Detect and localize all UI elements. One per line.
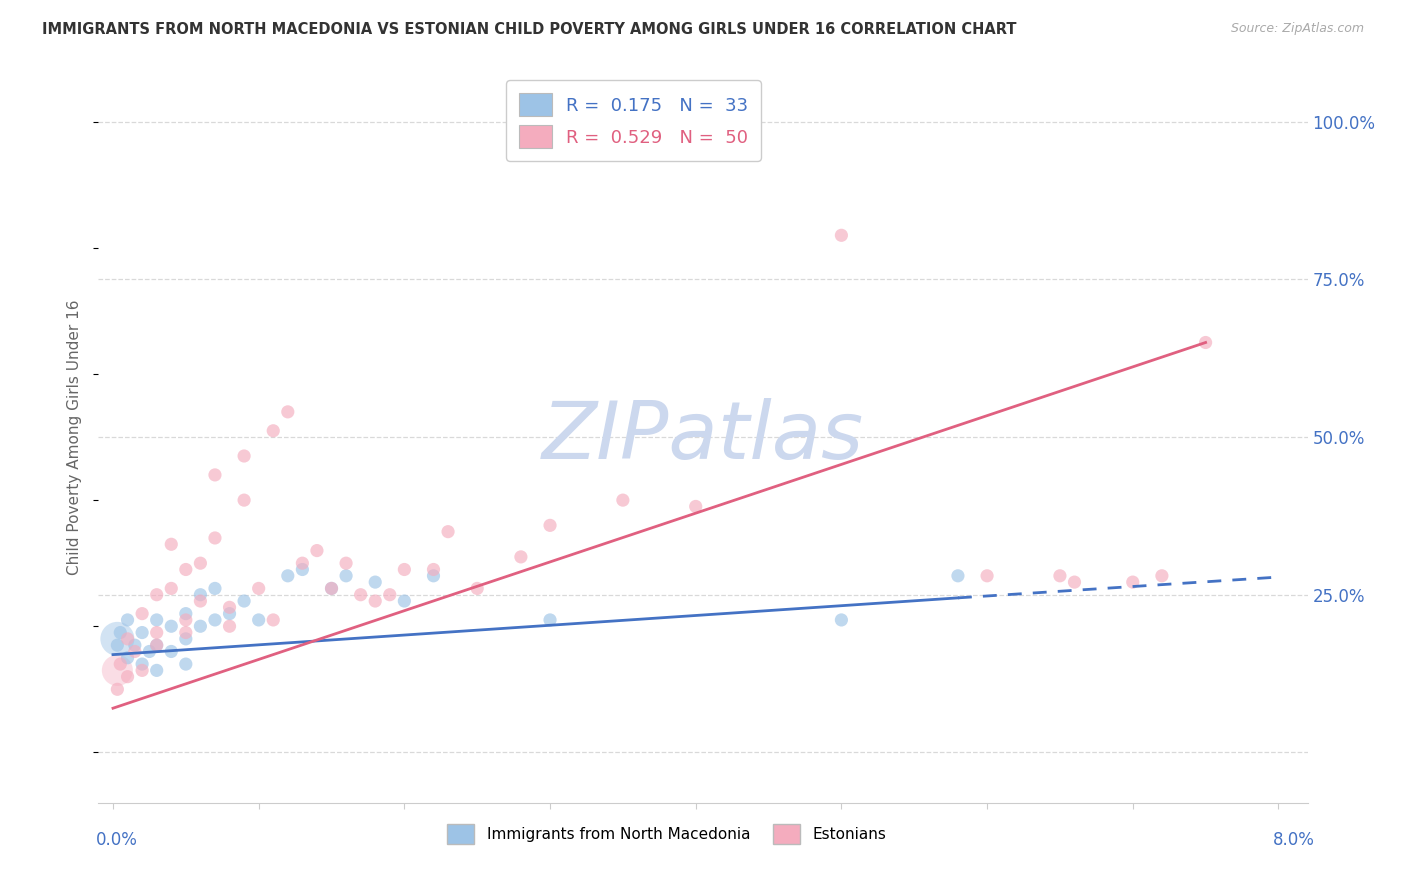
Point [218,607,240,621]
Point [277,569,299,583]
Point [190,619,212,633]
Point [394,562,416,576]
Point [262,424,284,438]
Point [233,594,256,608]
Point [190,556,212,570]
Point [131,625,153,640]
Text: Source: ZipAtlas.com: Source: ZipAtlas.com [1230,22,1364,36]
Point [145,638,167,652]
Legend: Immigrants from North Macedonia, Estonians: Immigrants from North Macedonia, Estonia… [440,818,893,850]
Point [335,569,357,583]
Point [1150,569,1173,583]
Point [233,493,256,508]
Point [685,500,707,514]
Point [1122,575,1144,590]
Point [233,449,256,463]
Point [105,638,128,652]
Point [437,524,460,539]
Point [145,613,167,627]
Point [117,670,139,684]
Point [538,613,561,627]
Point [218,619,240,633]
Point [160,644,183,658]
Point [145,638,167,652]
Point [350,588,373,602]
Point [394,594,416,608]
Point [174,632,197,646]
Point [364,575,387,590]
Point [218,600,240,615]
Point [305,543,328,558]
Point [204,582,226,596]
Point [465,582,488,596]
Point [131,607,153,621]
Text: 0.0%: 0.0% [96,831,138,849]
Point [117,650,139,665]
Point [321,582,343,596]
Point [145,664,167,678]
Y-axis label: Child Poverty Among Girls Under 16: Child Poverty Among Girls Under 16 [67,300,83,574]
Point [117,632,139,646]
Point [204,467,226,482]
Point [190,588,212,602]
Point [830,228,852,243]
Point [204,531,226,545]
Point [509,549,531,564]
Point [714,115,737,129]
Point [105,632,128,646]
Point [174,607,197,621]
Point [204,613,226,627]
Point [105,682,128,697]
Point [145,625,167,640]
Point [247,613,270,627]
Point [247,582,270,596]
Point [174,613,197,627]
Point [124,644,146,658]
Point [138,644,160,658]
Point [174,562,197,576]
Point [1049,569,1071,583]
Point [291,562,314,576]
Point [117,613,139,627]
Point [190,594,212,608]
Point [131,657,153,671]
Point [145,588,167,602]
Point [1063,575,1085,590]
Text: 8.0%: 8.0% [1272,831,1315,849]
Text: ZIPatlas: ZIPatlas [541,398,865,476]
Point [174,625,197,640]
Point [105,664,128,678]
Point [612,493,634,508]
Point [110,625,132,640]
Point [277,405,299,419]
Point [262,613,284,627]
Point [160,582,183,596]
Point [538,518,561,533]
Point [976,569,998,583]
Text: IMMIGRANTS FROM NORTH MACEDONIA VS ESTONIAN CHILD POVERTY AMONG GIRLS UNDER 16 C: IMMIGRANTS FROM NORTH MACEDONIA VS ESTON… [42,22,1017,37]
Point [174,657,197,671]
Point [1194,335,1216,350]
Point [946,569,969,583]
Point [160,619,183,633]
Point [124,638,146,652]
Point [378,588,401,602]
Point [830,613,852,627]
Point [160,537,183,551]
Point [422,569,444,583]
Point [110,657,132,671]
Point [321,582,343,596]
Point [364,594,387,608]
Point [131,664,153,678]
Point [335,556,357,570]
Point [291,556,314,570]
Point [422,562,444,576]
